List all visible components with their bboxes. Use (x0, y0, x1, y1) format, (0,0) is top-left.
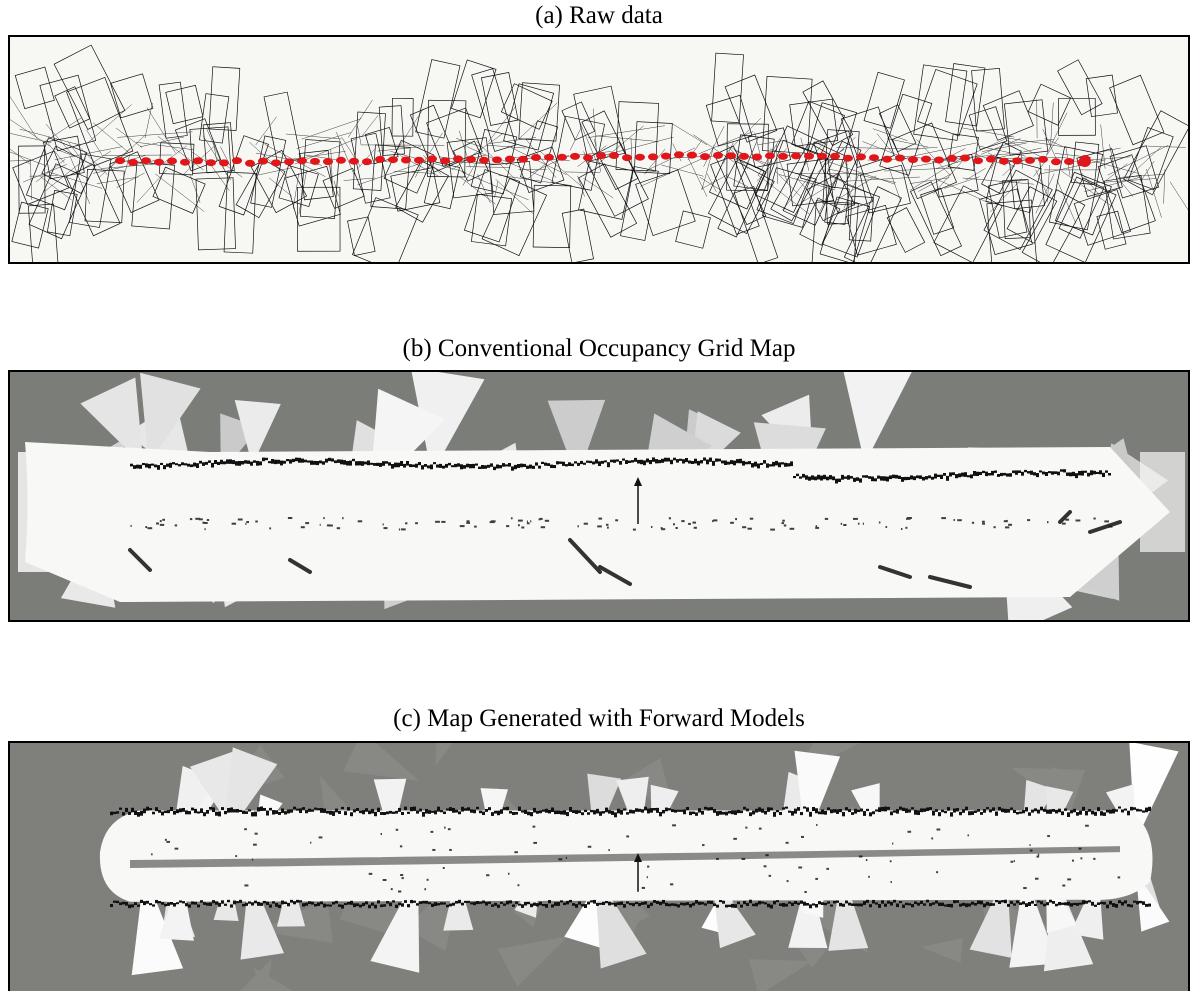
robot-heading-arrowhead (634, 477, 642, 486)
forward-model-panel (8, 741, 1190, 991)
robot-path (115, 151, 1087, 167)
corridor-walls (110, 806, 1151, 909)
obstacle-specks (130, 517, 1113, 531)
left-end-free (18, 452, 118, 572)
raw-data-panel (8, 35, 1190, 264)
obstacle-specks (151, 823, 1121, 893)
panel-a-caption: (a) Raw data (535, 2, 663, 29)
center-strip (130, 846, 1120, 868)
raw-data-figure (10, 44, 1188, 262)
robot-heading-arrowhead (634, 853, 642, 863)
right-end-free (1140, 452, 1185, 552)
occupancy-grid-panel (8, 370, 1190, 622)
robot-end-marker (1079, 155, 1091, 167)
scan-rays (10, 96, 1188, 224)
panel-c-caption: (c) Map Generated with Forward Models (393, 705, 805, 732)
wall-top (130, 457, 1111, 484)
occupancy-grid-map (18, 372, 1185, 620)
forward-model-map (99, 743, 1179, 991)
panel-b-caption: (b) Conventional Occupancy Grid Map (402, 335, 796, 362)
free-space-corridor (25, 442, 1170, 602)
obstacle-strokes (128, 510, 1122, 589)
